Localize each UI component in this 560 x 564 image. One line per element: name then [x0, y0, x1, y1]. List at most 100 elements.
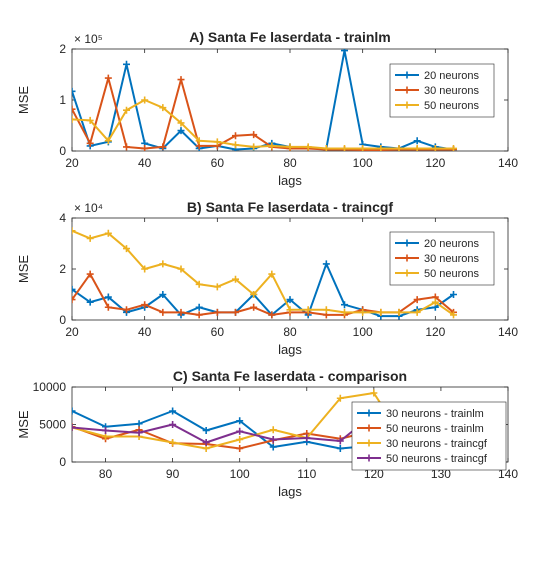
data-point	[413, 296, 421, 304]
legend-entry: 50 neurons - traincgf	[386, 453, 488, 465]
data-point	[195, 280, 203, 288]
data-point	[104, 229, 112, 237]
data-point	[202, 445, 210, 452]
data-point	[169, 421, 177, 428]
data-point	[232, 141, 239, 149]
data-point	[169, 439, 177, 446]
data-point	[123, 143, 130, 151]
data-point	[450, 311, 457, 319]
y-tick-label: 1	[59, 93, 66, 107]
data-point	[304, 143, 312, 151]
x-tick-label: 130	[431, 467, 451, 481]
data-point	[213, 308, 221, 316]
data-point	[72, 296, 76, 304]
y-tick-label: 2	[59, 42, 66, 56]
x-tick-label: 40	[138, 156, 152, 170]
data-point	[377, 308, 385, 316]
chart-panel-2: C) Santa Fe laserdata - comparison 80 90 10…	[16, 368, 518, 499]
data-point	[286, 143, 294, 151]
chart-title: A) Santa Fe laserdata - trainlm	[189, 29, 391, 45]
chart-title: B) Santa Fe laserdata - traincgf	[187, 199, 394, 215]
legend-marker	[403, 101, 411, 109]
x-tick-label: 140	[498, 467, 518, 481]
y-tick-label: 5000	[39, 418, 66, 432]
data-point	[395, 308, 403, 316]
x-tick-label: 20	[65, 156, 79, 170]
series-group	[72, 389, 411, 452]
data-point	[450, 144, 457, 151]
x-tick-label: 40	[138, 325, 152, 339]
data-point	[169, 407, 177, 415]
data-point	[450, 291, 457, 298]
data-point	[213, 283, 221, 291]
data-point	[268, 311, 276, 319]
data-point	[195, 311, 203, 319]
x-tick-label: 100	[353, 156, 373, 170]
data-point	[232, 275, 239, 283]
data-point	[213, 138, 221, 146]
data-point	[286, 296, 294, 304]
legend-marker	[403, 71, 411, 79]
data-point	[86, 234, 94, 242]
data-point	[72, 227, 76, 235]
data-point	[177, 76, 185, 84]
legend-entry: 20 neurons	[424, 238, 480, 250]
data-point	[177, 119, 185, 127]
data-point	[72, 115, 76, 123]
legend-entry: 50 neurons	[424, 268, 480, 280]
data-point	[322, 144, 330, 151]
series-line-1	[72, 77, 454, 151]
data-point	[413, 144, 421, 151]
legend-entry: 30 neurons - traincgf	[386, 438, 488, 450]
x-tick-label: 100	[353, 325, 373, 339]
x-tick-label: 120	[425, 325, 445, 339]
chart-title: C) Santa Fe laserdata - comparison	[173, 368, 407, 384]
legend-entry: 30 neurons	[424, 253, 480, 265]
data-point	[72, 285, 76, 293]
data-point	[236, 417, 244, 425]
y-tick-label: 0	[59, 455, 66, 469]
data-point	[86, 116, 94, 124]
data-point	[86, 139, 94, 147]
data-point	[232, 132, 239, 140]
x-tick-label: 100	[230, 467, 250, 481]
legend: 20 neurons 30 neurons 50 neurons	[389, 63, 495, 118]
data-point	[86, 270, 94, 278]
data-point	[336, 394, 344, 402]
data-point	[286, 306, 294, 314]
series-line-0	[72, 262, 455, 318]
x-tick-label: 80	[283, 325, 297, 339]
data-point	[72, 424, 76, 431]
data-point	[104, 303, 112, 311]
x-tick-label: 60	[211, 156, 225, 170]
legend-marker	[365, 439, 373, 447]
x-tick-label: 120	[425, 156, 445, 170]
legend-marker	[365, 454, 373, 462]
data-point	[250, 131, 258, 139]
data-point	[177, 308, 185, 316]
data-point	[413, 308, 421, 316]
data-point	[102, 427, 110, 434]
data-point	[250, 143, 258, 151]
legend: 30 neurons - trainlm 50 neurons - trainlm…	[351, 401, 507, 471]
legend: 20 neurons 30 neurons 50 neurons	[389, 231, 495, 286]
y-tick-label: 0	[59, 144, 66, 158]
x-tick-label: 110	[297, 467, 316, 481]
data-point	[141, 265, 149, 273]
y-axis-label: MSE	[16, 410, 31, 439]
y-exponent-label: × 10⁵	[74, 32, 103, 46]
data-point	[123, 306, 130, 314]
data-point	[123, 60, 130, 68]
x-tick-label: 60	[211, 325, 225, 339]
data-point	[195, 303, 203, 311]
data-point	[336, 445, 344, 452]
y-tick-label: 4	[59, 211, 66, 225]
data-point	[341, 301, 348, 309]
series-line-2	[72, 229, 455, 316]
y-axis-label: MSE	[16, 86, 31, 115]
y-tick-label: 0	[59, 313, 66, 327]
data-point	[202, 427, 210, 434]
y-tick-label: 2	[59, 262, 66, 276]
legend-marker	[403, 269, 411, 277]
data-point	[72, 407, 76, 415]
